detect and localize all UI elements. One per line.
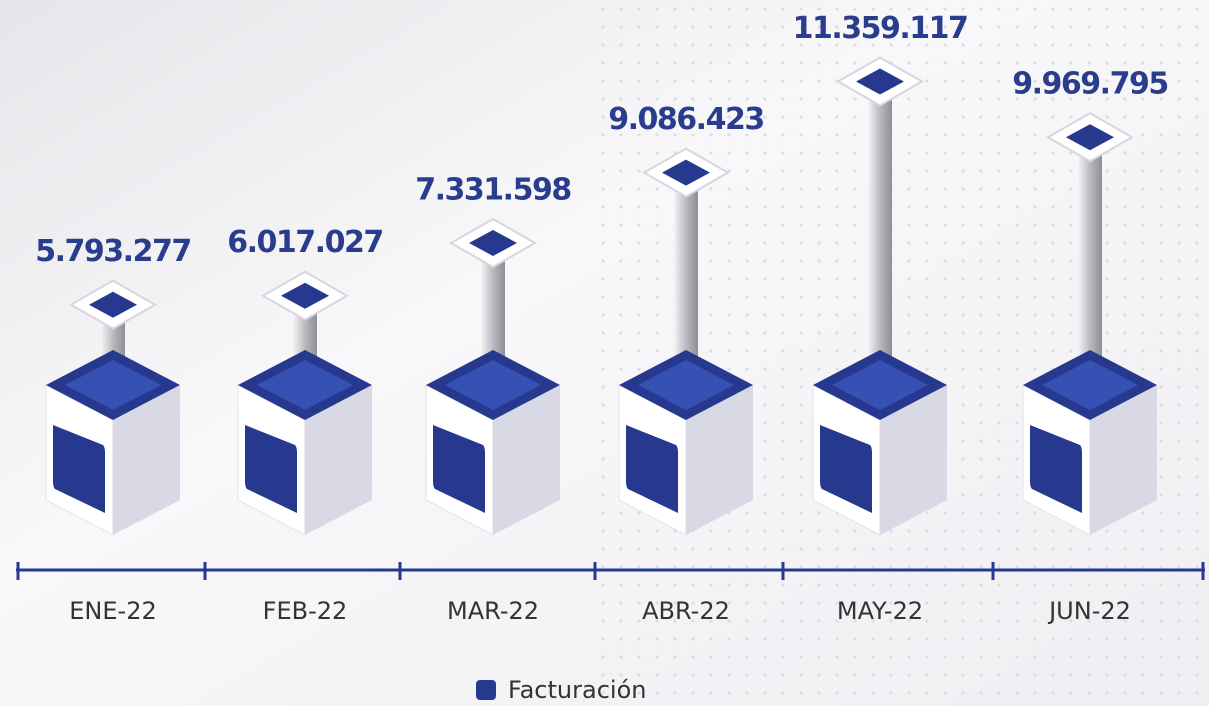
cube-right [686,385,753,535]
cube-window [820,425,872,513]
pillar-group: 9.086.423 ABR-22 [608,102,765,625]
pedestal-top [856,68,904,95]
cube-right [305,385,372,535]
cube-right [880,385,947,535]
pillar-group: 9.969.795 JUN-22 [1012,67,1169,625]
value-label: 11.359.117 [793,11,968,46]
x-tick-label: MAY-22 [837,597,923,625]
legend: Facturación [476,676,646,704]
pedestal-top [281,282,329,309]
cube-top-inner [832,360,928,410]
pillar-group: 6.017.027 FEB-22 [227,225,384,625]
value-label: 9.086.423 [608,102,763,137]
value-label: 6.017.027 [227,225,382,260]
pillar-group: 11.359.117 MAY-22 [793,11,969,625]
dot-pattern [600,0,1209,706]
cube-window [1030,425,1082,513]
cube-top-inner [257,360,353,410]
cube-top-inner [65,360,161,410]
pillar-group: 5.793.277 ENE-22 [35,234,192,625]
cube-top-inner [638,360,734,410]
legend-label: Facturación [508,676,646,704]
cube-window [626,425,678,513]
pedestal-top [1066,124,1114,151]
cube-top-inner [445,360,541,410]
value-label: 5.793.277 [35,234,190,269]
bar [674,172,698,380]
cube-window [53,425,105,513]
pedestal-top [469,230,517,257]
value-label: 9.969.795 [1012,67,1167,102]
cube-window [245,425,297,513]
bar [1078,137,1102,380]
value-label: 7.331.598 [415,173,571,208]
x-tick-label: MAR-22 [447,597,539,625]
x-axis [16,562,1205,580]
x-tick-label: ABR-22 [642,597,730,625]
legend-swatch [476,680,496,700]
x-tick-label: ENE-22 [69,597,156,625]
cube-top-inner [1042,360,1138,410]
cube-right [493,385,560,535]
x-tick-label: FEB-22 [263,597,348,625]
pedestal-top [89,291,137,318]
bar [868,81,892,381]
pedestal-top [662,159,710,186]
pillar-group: 7.331.598 MAR-22 [415,173,573,625]
x-tick-label: JUN-22 [1047,597,1131,625]
cube-right [113,385,180,535]
cube-right [1090,385,1157,535]
cube-window [433,425,485,513]
